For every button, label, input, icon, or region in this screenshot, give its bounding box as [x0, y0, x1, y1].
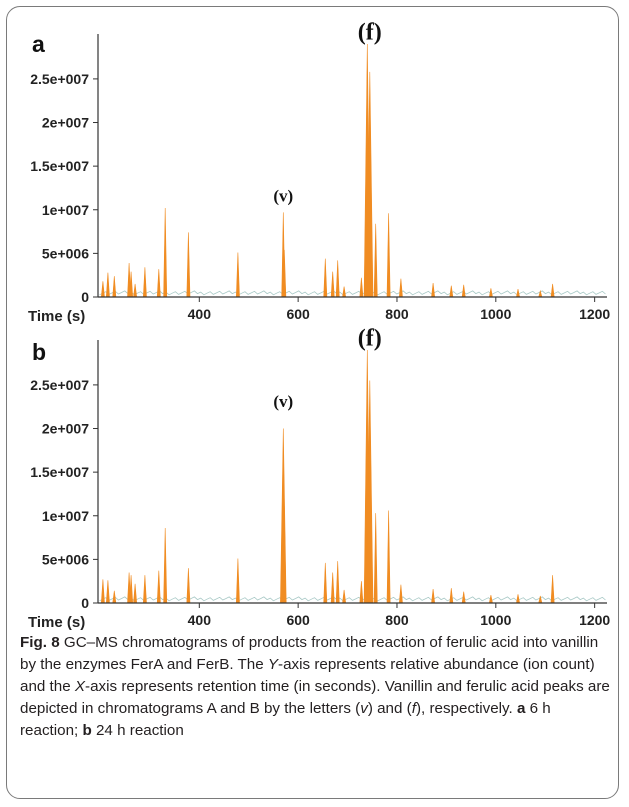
- figure-frame: [6, 6, 619, 799]
- peak-29: [550, 575, 555, 604]
- baseline-trace: [99, 290, 606, 296]
- peak-22: [398, 584, 403, 604]
- peak-0: [100, 579, 105, 604]
- y-tick-label-5: 2.5e+007: [30, 377, 89, 393]
- chart-panel-a: a 0 5e+006 1e+007 1.5e+007 2e+007 2.5e+007 400 6…: [28, 20, 610, 325]
- x-tick-label-0: 400: [188, 306, 212, 322]
- y-tick-label-4: 2e+007: [42, 421, 89, 437]
- peak-10: [235, 558, 240, 604]
- caption-y-letter: Y: [267, 656, 279, 673]
- peak-16: [342, 589, 347, 604]
- peak-27: [516, 289, 520, 298]
- caption-fig-label: Fig. 8: [20, 634, 60, 651]
- caption-text-4: ) and (: [367, 700, 412, 717]
- peak-28: [538, 289, 543, 298]
- x-tick-label-2: 800: [385, 306, 409, 322]
- peak-20: [373, 513, 378, 604]
- x-tick-label-4: 1200: [579, 612, 610, 628]
- peak-15: [335, 260, 340, 298]
- panel-label: b: [32, 339, 46, 365]
- caption-text-1: GC–MS chromatograms of products from the…: [20, 634, 599, 673]
- peak-9: [186, 568, 191, 604]
- figure-caption: Fig. 8 GC–MS chromatograms of products f…: [20, 632, 612, 742]
- x-tick-label-4: 1200: [579, 306, 610, 322]
- peak-16: [342, 286, 347, 298]
- x-tick-label-1: 600: [286, 612, 310, 628]
- y-tick-label-4: 2e+007: [42, 115, 89, 131]
- peak-6: [142, 267, 147, 298]
- peak-21: [386, 213, 391, 298]
- peak-6: [142, 575, 147, 604]
- peak-5: [133, 283, 138, 298]
- caption-text-b: 24 h reaction: [91, 722, 184, 739]
- caption-f-letter: f: [411, 700, 416, 717]
- annotation-f: (f): [358, 326, 382, 352]
- peak-1: [105, 580, 110, 604]
- peak-22: [398, 278, 403, 298]
- peak-15: [335, 561, 340, 604]
- peak-21: [386, 510, 391, 604]
- annotation-v: (v): [273, 186, 293, 205]
- peak-7: [156, 570, 161, 604]
- caption-label-b: b: [82, 722, 92, 739]
- x-tick-label-3: 1000: [480, 306, 511, 322]
- y-tick-label-1: 5e+006: [42, 245, 89, 261]
- caption-v-letter: v: [360, 700, 368, 717]
- peak-27: [516, 594, 520, 604]
- x-tick-label-1: 600: [286, 306, 310, 322]
- peak-8: [163, 207, 168, 298]
- caption-x-letter: X: [74, 678, 86, 695]
- y-tick-label-3: 1.5e+007: [30, 464, 89, 480]
- peak-5: [133, 583, 138, 604]
- peak-14: [330, 271, 335, 298]
- y-tick-label-3: 1.5e+007: [30, 158, 89, 174]
- peak-29: [550, 283, 555, 298]
- peak-7: [156, 269, 161, 298]
- caption-text-5: ), respectively.: [415, 700, 517, 717]
- caption-text-a: 6 h reaction;: [20, 700, 551, 739]
- x-tick-label-3: 1000: [480, 612, 511, 628]
- peak-13: [323, 562, 328, 604]
- peak-0: [100, 281, 105, 298]
- peak-23: [431, 588, 436, 604]
- annotation-v: (v): [273, 392, 293, 411]
- x-axis-label: Time (s): [28, 614, 85, 630]
- panel-label: a: [32, 31, 45, 57]
- peak-24: [449, 285, 454, 298]
- chart-panel-b: b 0 5e+006 1e+007 1.5e+007 2e+007 2.5e+007 400 6…: [28, 326, 610, 630]
- x-axis-label: Time (s): [28, 308, 85, 325]
- peak-17: [359, 581, 364, 604]
- chromatogram-figure: a 0 5e+006 1e+007 1.5e+007 2e+007 2.5e+007 400 6…: [28, 20, 610, 630]
- y-tick-label-1: 5e+006: [42, 551, 89, 567]
- caption-text-3: -axis represents retention time (in seco…: [20, 678, 610, 717]
- x-tick-label-2: 800: [385, 612, 409, 628]
- y-tick-label-0: 0: [81, 289, 89, 305]
- x-tick-label-0: 400: [188, 612, 212, 628]
- y-tick-label-2: 1e+007: [42, 508, 89, 524]
- peak-25: [461, 284, 466, 298]
- peak-2: [112, 276, 117, 298]
- peak-13: [323, 258, 328, 298]
- peak-1: [105, 272, 110, 298]
- peak-24: [449, 588, 454, 604]
- baseline-trace: [99, 596, 606, 602]
- peak-10: [235, 252, 240, 298]
- annotation-f: (f): [358, 20, 382, 46]
- peak-20: [373, 223, 378, 298]
- peak-14: [330, 572, 335, 604]
- peak-23: [431, 282, 436, 298]
- y-tick-label-5: 2.5e+007: [30, 71, 89, 87]
- peak-8: [163, 527, 168, 604]
- caption-text-2: -axis represents relative abundance (ion…: [20, 656, 595, 695]
- caption-label-a: a: [516, 700, 526, 717]
- peak-9: [186, 232, 191, 298]
- y-tick-label-2: 1e+007: [42, 202, 89, 218]
- y-tick-label-0: 0: [81, 595, 89, 611]
- peak-17: [359, 277, 364, 298]
